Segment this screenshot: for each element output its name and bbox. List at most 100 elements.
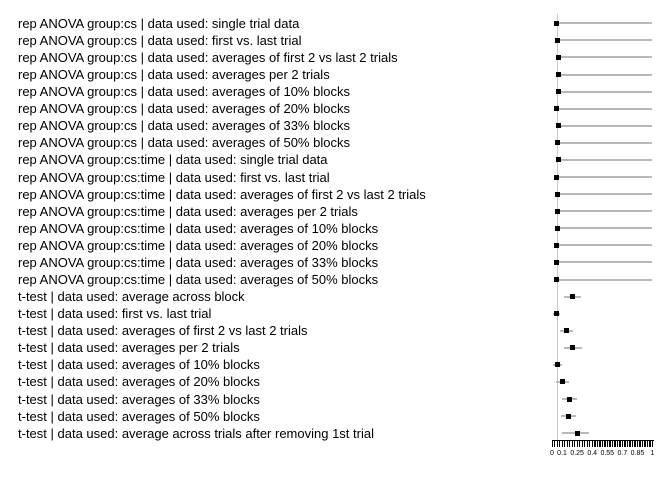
row-label: rep ANOVA group:cs:time | data used: ave… bbox=[18, 254, 379, 270]
x-axis-tick-label: 0.7 bbox=[617, 450, 628, 457]
x-axis-tick bbox=[586, 441, 588, 447]
row-label: t-test | data used: averages of first 2 … bbox=[18, 323, 308, 339]
row-label: t-test | data used: average across block bbox=[18, 289, 245, 305]
x-axis-tick bbox=[569, 441, 571, 447]
error-bar bbox=[557, 210, 653, 213]
data-point bbox=[554, 225, 560, 231]
x-axis-tick bbox=[594, 441, 596, 447]
row-label: rep ANOVA group:cs | data used: averages… bbox=[18, 118, 350, 134]
error-bar bbox=[557, 141, 653, 144]
x-axis-tick-label: 1 bbox=[650, 450, 655, 457]
error-bar bbox=[557, 227, 653, 230]
x-axis-tick-label: 0.85 bbox=[630, 450, 645, 457]
x-axis-tick bbox=[601, 441, 604, 447]
error-bar bbox=[558, 90, 653, 93]
error-bar bbox=[556, 22, 653, 25]
data-point bbox=[554, 37, 560, 43]
x-axis-tick bbox=[626, 441, 629, 447]
x-axis-tick bbox=[624, 441, 626, 447]
x-axis-tick-label: 0.55 bbox=[600, 450, 615, 457]
x-axis-tick bbox=[609, 441, 611, 447]
x-axis-tick bbox=[599, 441, 601, 447]
error-bar bbox=[556, 261, 653, 264]
data-point bbox=[554, 208, 560, 214]
data-point bbox=[555, 54, 561, 60]
row-label: t-test | data used: averages of 10% bloc… bbox=[18, 357, 260, 373]
row-label: t-test | data used: average across trial… bbox=[18, 425, 374, 441]
data-point bbox=[554, 140, 560, 146]
row-label: rep ANOVA group:cs | data used: averages… bbox=[18, 101, 350, 117]
row-label: rep ANOVA group:cs | data used: averages… bbox=[18, 135, 350, 151]
x-axis-tick bbox=[604, 441, 606, 447]
x-axis-tick-label: 0 bbox=[550, 450, 554, 457]
data-point bbox=[554, 191, 560, 197]
data-point bbox=[554, 259, 560, 265]
x-axis-tick bbox=[636, 441, 639, 447]
error-bar bbox=[557, 193, 653, 196]
error-bar bbox=[556, 107, 653, 110]
row-label: rep ANOVA group:cs | data used: averages… bbox=[18, 84, 350, 100]
x-axis-tick bbox=[621, 441, 624, 447]
row-label: rep ANOVA group:cs:time | data used: fir… bbox=[18, 169, 330, 185]
error-bar bbox=[558, 158, 653, 161]
x-axis-tick bbox=[574, 441, 576, 447]
data-point bbox=[554, 277, 560, 282]
x-axis-tick bbox=[581, 441, 583, 447]
x-axis-tick bbox=[571, 441, 573, 447]
x-axis-tick bbox=[649, 441, 651, 447]
x-axis-tick bbox=[596, 441, 599, 447]
data-point bbox=[566, 396, 572, 402]
data-point bbox=[566, 413, 572, 419]
x-axis-tick bbox=[614, 441, 616, 447]
row-label: rep ANOVA group:cs | data used: single t… bbox=[18, 15, 300, 31]
x-axis-tick bbox=[641, 441, 644, 447]
x-axis-tick bbox=[589, 441, 591, 447]
row-label: t-test | data used: averages per 2 trial… bbox=[18, 340, 240, 356]
x-axis-line bbox=[552, 440, 654, 441]
row-label: rep ANOVA group:cs:time | data used: ave… bbox=[18, 237, 379, 253]
x-axis-tick bbox=[646, 441, 649, 447]
x-axis-tick bbox=[639, 441, 641, 447]
x-axis-tick bbox=[551, 441, 553, 447]
row-label: rep ANOVA group:cs | data used: first vs… bbox=[18, 32, 302, 48]
x-axis-tick bbox=[556, 441, 558, 447]
x-axis-tick bbox=[561, 441, 563, 447]
row-label: rep ANOVA group:cs:time | data used: sin… bbox=[18, 152, 328, 168]
data-point bbox=[553, 242, 559, 248]
row-label: t-test | data used: averages of 50% bloc… bbox=[18, 408, 260, 424]
row-label: t-test | data used: first vs. last trial bbox=[18, 306, 212, 322]
x-axis-tick bbox=[606, 441, 609, 447]
row-label: rep ANOVA group:cs | data used: averages… bbox=[18, 67, 330, 83]
row-label: rep ANOVA group:cs | data used: averages… bbox=[18, 49, 398, 65]
x-axis-tick bbox=[576, 441, 578, 447]
data-point bbox=[555, 89, 561, 95]
x-axis-tick-label: 0.1 bbox=[557, 450, 567, 457]
x-axis-tick bbox=[566, 441, 568, 447]
data-point bbox=[555, 72, 561, 78]
error-bar bbox=[556, 278, 653, 281]
data-point bbox=[553, 311, 559, 317]
data-point bbox=[574, 430, 580, 436]
x-axis-tick bbox=[611, 441, 614, 447]
x-axis-tick bbox=[564, 441, 566, 447]
row-label: rep ANOVA group:cs:time | data used: ave… bbox=[18, 186, 426, 202]
error-bar bbox=[556, 244, 653, 247]
x-axis-tick bbox=[584, 441, 586, 447]
row-label: t-test | data used: averages of 20% bloc… bbox=[18, 374, 260, 390]
x-axis-tick-label: 0.4 bbox=[587, 450, 598, 457]
x-axis-tick bbox=[619, 441, 621, 447]
error-bar bbox=[557, 39, 653, 42]
row-label: rep ANOVA group:cs:time | data used: ave… bbox=[18, 272, 379, 287]
data-point bbox=[554, 362, 560, 368]
x-axis-tick bbox=[559, 441, 561, 447]
data-point bbox=[569, 294, 575, 300]
data-point bbox=[553, 174, 559, 180]
x-axis-tick bbox=[644, 441, 646, 447]
x-axis-tick bbox=[554, 441, 556, 447]
x-axis-tick bbox=[616, 441, 619, 447]
row-label: rep ANOVA group:cs:time | data used: ave… bbox=[18, 203, 358, 219]
data-point bbox=[569, 345, 575, 351]
row-label: t-test | data used: averages of 33% bloc… bbox=[18, 391, 260, 407]
x-axis-tick bbox=[629, 441, 631, 447]
